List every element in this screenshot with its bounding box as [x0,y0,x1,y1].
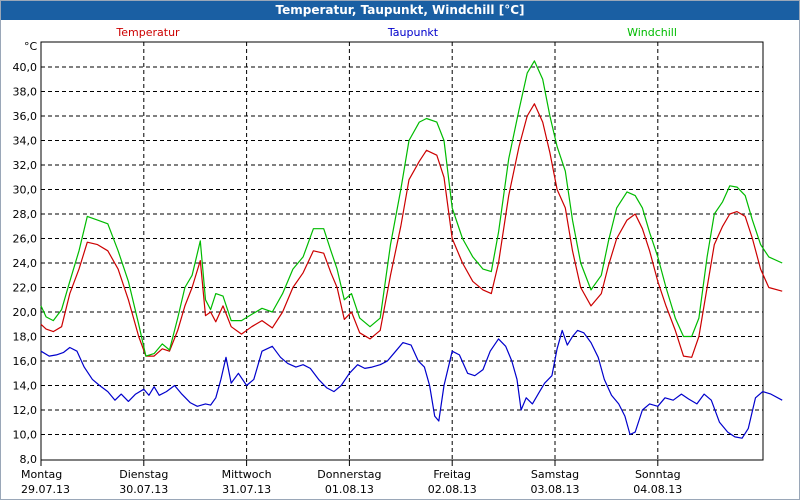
y-tick-label: 8,0 [20,453,38,466]
series-line-temperatur [40,103,783,358]
plot-area [40,41,764,461]
series-line-windchill [40,60,783,357]
y-tick-label: 36,0 [13,110,38,123]
legend-taupunkt: Taupunkt [387,26,439,39]
x-tick-day-label: Freitag [433,468,471,481]
x-tick-day-label: Donnerstag [317,468,381,481]
x-tick-date-label: 01.08.13 [325,483,374,496]
x-tick-date-label: 30.07.13 [119,483,168,496]
y-tick-label: 12,0 [13,404,38,417]
x-tick-date-label: 29.07.13 [21,483,70,496]
x-tick-date-label: 03.08.13 [531,483,580,496]
y-tick-label: 32,0 [13,159,38,172]
x-tick-day-label: Dienstag [119,468,168,481]
x-tick-day-label: Samstag [531,468,579,481]
x-tick-date-label: 04.08.13 [633,483,682,496]
x-tick-day-label: Sonntag [635,468,681,481]
y-tick-label: 34,0 [13,135,38,148]
x-tick-day-label: Montag [21,468,62,481]
y-tick-label: 38,0 [13,86,38,99]
x-tick-date-label: 31.07.13 [222,483,271,496]
y-tick-label: 14,0 [13,380,38,393]
y-tick-label: 22,0 [13,282,38,295]
y-tick-label: 28,0 [13,208,38,221]
y-tick-label: 40,0 [13,61,38,74]
y-tick-label: 16,0 [13,355,38,368]
chart-title: Temperatur, Taupunkt, Windchill [°C] [1,1,799,20]
x-tick-day-label: Mittwoch [222,468,272,481]
x-tick-date-label: 02.08.13 [428,483,477,496]
legend-windchill: Windchill [627,26,677,39]
y-tick-label: 30,0 [13,184,38,197]
y-tick-label: 18,0 [13,331,38,344]
series-line-taupunkt [40,329,783,439]
y-tick-label: 24,0 [13,257,38,270]
y-tick-label: 10,0 [13,429,38,442]
y-tick-label: 26,0 [13,233,38,246]
y-axis-unit: °C [24,40,38,53]
y-tick-label: 20,0 [13,306,38,319]
legend-temperatur: Temperatur [115,26,180,39]
